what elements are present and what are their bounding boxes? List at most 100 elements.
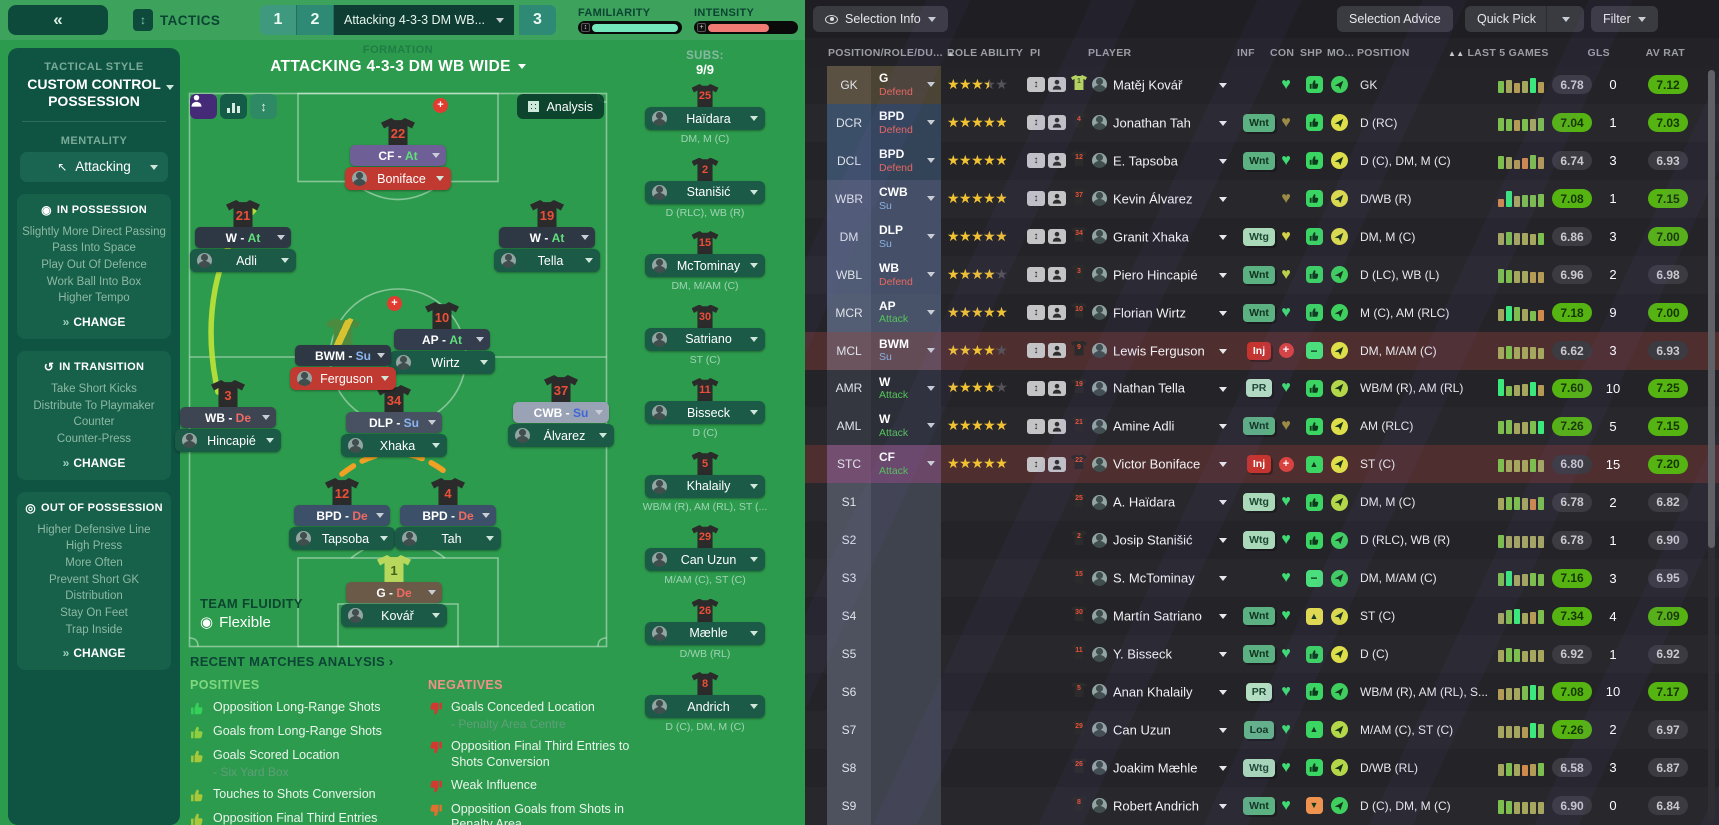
col-mo[interactable]: MO... (1327, 47, 1355, 59)
role-chip[interactable]: CF - At (350, 145, 446, 166)
player-name[interactable]: Joakim Mæhle (1113, 760, 1198, 776)
player-dropdown-icon[interactable] (1219, 576, 1227, 582)
player-profile-icon[interactable] (1048, 267, 1066, 283)
squad-row-s4[interactable]: S4 30 Martín Satriano Wnt ♥ ▲ ST (C) 7.34 4 7.09 (805, 597, 1719, 636)
player-name-chip[interactable]: Tah (395, 527, 501, 550)
col-pi[interactable]: PI (1030, 47, 1041, 59)
role-chip[interactable]: W - At (195, 227, 291, 248)
player-dropdown-icon[interactable] (1219, 386, 1227, 392)
player-profile-icon[interactable] (1048, 418, 1066, 434)
selection-info-dropdown[interactable]: Selection Info (813, 6, 948, 32)
player-dropdown-icon[interactable] (1219, 652, 1227, 658)
player-instructions-icon[interactable]: ↕ (1027, 456, 1045, 472)
sub-name-chip[interactable]: Khalaily (645, 474, 765, 498)
role-chip[interactable]: CWB - Su (513, 402, 609, 423)
back-button[interactable]: « (8, 5, 108, 35)
sub-name-chip[interactable]: Satriano (645, 327, 765, 351)
squad-row-s9[interactable]: S9 8 Robert Andrich Wnt ♥ ▼ D (C), DM, M (C) 6.… (805, 786, 1719, 825)
sub-name-chip[interactable]: Andrich (645, 695, 765, 718)
formation-selector[interactable]: ATTACKING 4-3-3 DM WB WIDE (138, 58, 658, 76)
player-name[interactable]: Can Uzun (1113, 722, 1171, 738)
pi-icons[interactable]: ↕ (1027, 142, 1073, 180)
change-button[interactable]: » CHANGE (62, 455, 126, 470)
squad-row-wbr[interactable]: WBR CWB Su ★★★★★ ★★★★★ ↕ 37 Kevin Álvarez ♥ D/WB … (805, 179, 1719, 218)
squad-row-stc[interactable]: STC CF Attack ★★★★★ ★★★★★ ↕ 22 Victor Boniface I… (805, 445, 1719, 484)
player-name[interactable]: Piero Hincapié (1113, 267, 1198, 283)
player-name[interactable]: Anan Khalaily (1113, 684, 1193, 700)
player-dropdown-icon[interactable] (1219, 765, 1227, 771)
player-name-chip[interactable]: Tapsoba (289, 527, 395, 550)
player-name-chip[interactable]: Ferguson (290, 367, 396, 390)
pi-icons[interactable]: ↕ (1027, 407, 1073, 445)
role-chip[interactable]: BPD - De (294, 505, 390, 526)
role-duty-cell[interactable]: DLP Su (871, 217, 941, 256)
player-name-chip[interactable]: Hincapié (175, 429, 281, 452)
player-profile-icon[interactable] (1048, 305, 1066, 321)
player-name[interactable]: E. Tapsoba (1113, 153, 1178, 169)
recent-matches-analysis-link[interactable]: RECENT MATCHES ANALYSIS › (190, 654, 394, 669)
player-name[interactable]: Amine Adli (1113, 418, 1175, 434)
player-dropdown-icon[interactable] (1219, 272, 1227, 278)
swap-view-button[interactable]: ↕ (250, 94, 277, 119)
sub-item-can-uzun[interactable]: 29 Can Uzun M/AM (C), ST (C) (612, 525, 798, 586)
player-name[interactable]: Jonathan Tah (1113, 115, 1191, 131)
sub-item-mctominay[interactable]: 15 McTominay DM, M/AM (C) (612, 231, 798, 292)
player-name[interactable]: Matěj Kovář (1113, 77, 1183, 93)
player-name-chip[interactable]: Boniface (345, 167, 451, 190)
col-shp[interactable]: SHP (1300, 47, 1323, 59)
pi-icons[interactable]: ↕ (1027, 256, 1073, 294)
player-dropdown-icon[interactable] (1219, 348, 1227, 354)
scrollbar-thumb[interactable] (1708, 70, 1715, 548)
player-profile-icon[interactable] (1048, 153, 1066, 169)
pi-icons[interactable]: ↕ (1027, 294, 1073, 332)
player-name-chip[interactable]: Kovář (341, 604, 447, 627)
sub-item-stanišić[interactable]: 2 Stanišić D (RLC), WB (R) (612, 157, 798, 219)
player-name[interactable]: Robert Andrich (1113, 798, 1199, 814)
pi-icons[interactable]: ↕ (1027, 104, 1073, 142)
change-button[interactable]: » CHANGE (62, 314, 126, 329)
role-duty-cell[interactable]: CF Attack (871, 445, 941, 484)
pitch-player-tapsoba[interactable]: 12 BPD - De Tapsoba (287, 478, 397, 550)
player-profile-icon[interactable] (1048, 191, 1066, 207)
role-duty-cell[interactable]: W Attack (871, 369, 941, 408)
player-name[interactable]: S. McTominay (1113, 570, 1195, 586)
player-name[interactable]: Kevin Álvarez (1113, 191, 1193, 207)
squad-row-mcr[interactable]: MCR AP Attack ★★★★★ ★★★★★ ↕ 10 Florian Wirtz Wnt… (805, 293, 1719, 332)
player-name[interactable]: Victor Boniface (1113, 456, 1201, 472)
player-instructions-icon[interactable]: ↕ (1027, 191, 1045, 207)
player-dropdown-icon[interactable] (1219, 727, 1227, 733)
player-name-chip[interactable]: Wirtz (389, 351, 495, 374)
tactic-tab-3[interactable]: 3 (519, 5, 556, 35)
sub-name-chip[interactable]: Can Uzun (645, 548, 765, 571)
col-inf[interactable]: INF (1237, 47, 1255, 59)
player-profile-icon[interactable] (1048, 456, 1066, 472)
sub-item-haïdara[interactable]: 25 Haïdara DM, M (C) (612, 84, 798, 145)
player-dropdown-icon[interactable] (1219, 614, 1227, 620)
squad-row-dm[interactable]: DM DLP Su ★★★★★ ★★★★★ ↕ 34 Granit Xhaka Wtg ♥ DM, … (805, 217, 1719, 256)
pi-icons[interactable]: ↕ (1027, 218, 1073, 256)
quick-pick-button[interactable]: Quick Pick (1465, 6, 1549, 32)
pi-icons[interactable]: ↕ (1027, 445, 1073, 483)
player-instructions-icon[interactable]: ↕ (1027, 343, 1045, 359)
change-button[interactable]: » CHANGE (62, 646, 126, 661)
col-last5[interactable]: ▲▲ LAST 5 GAMES (1448, 47, 1549, 59)
pitch-player-ferguson[interactable]: + BWM - Su Ferguson (288, 296, 402, 390)
col-avrat[interactable]: AV RAT (1645, 47, 1685, 59)
player-instructions-icon[interactable]: ↕ (1027, 380, 1045, 396)
player-dropdown-icon[interactable] (1219, 462, 1227, 468)
sub-item-mæhle[interactable]: 26 Mæhle D/WB (RL) (612, 598, 798, 660)
tactic-tab-2[interactable]: 2 (297, 5, 334, 35)
squad-row-dcl[interactable]: DCL BPD Defend ★★★★★ ★★★★★ ↕ 12 E. Tapsoba Wnt ♥ D… (805, 141, 1719, 180)
col-position[interactable]: POSITION (1357, 47, 1410, 59)
player-instructions-icon[interactable]: ↕ (1027, 305, 1045, 321)
player-name[interactable]: Martín Satriano (1113, 608, 1202, 624)
pitch-player-wirtz[interactable]: 10 AP - At Wirtz (387, 302, 497, 374)
pitch-player-adli[interactable]: 21 W - At Adli (188, 200, 298, 272)
player-profile-icon[interactable] (1048, 229, 1066, 245)
squad-row-s1[interactable]: S1 25 A. Haïdara Wtg ♥ DM, M (C) 6.78 2 6.82 (805, 483, 1719, 522)
role-chip[interactable]: W - At (499, 227, 595, 248)
player-dropdown-icon[interactable] (1219, 690, 1227, 695)
role-duty-cell[interactable]: G Defend (871, 66, 941, 104)
col-con[interactable]: CON (1270, 47, 1295, 59)
